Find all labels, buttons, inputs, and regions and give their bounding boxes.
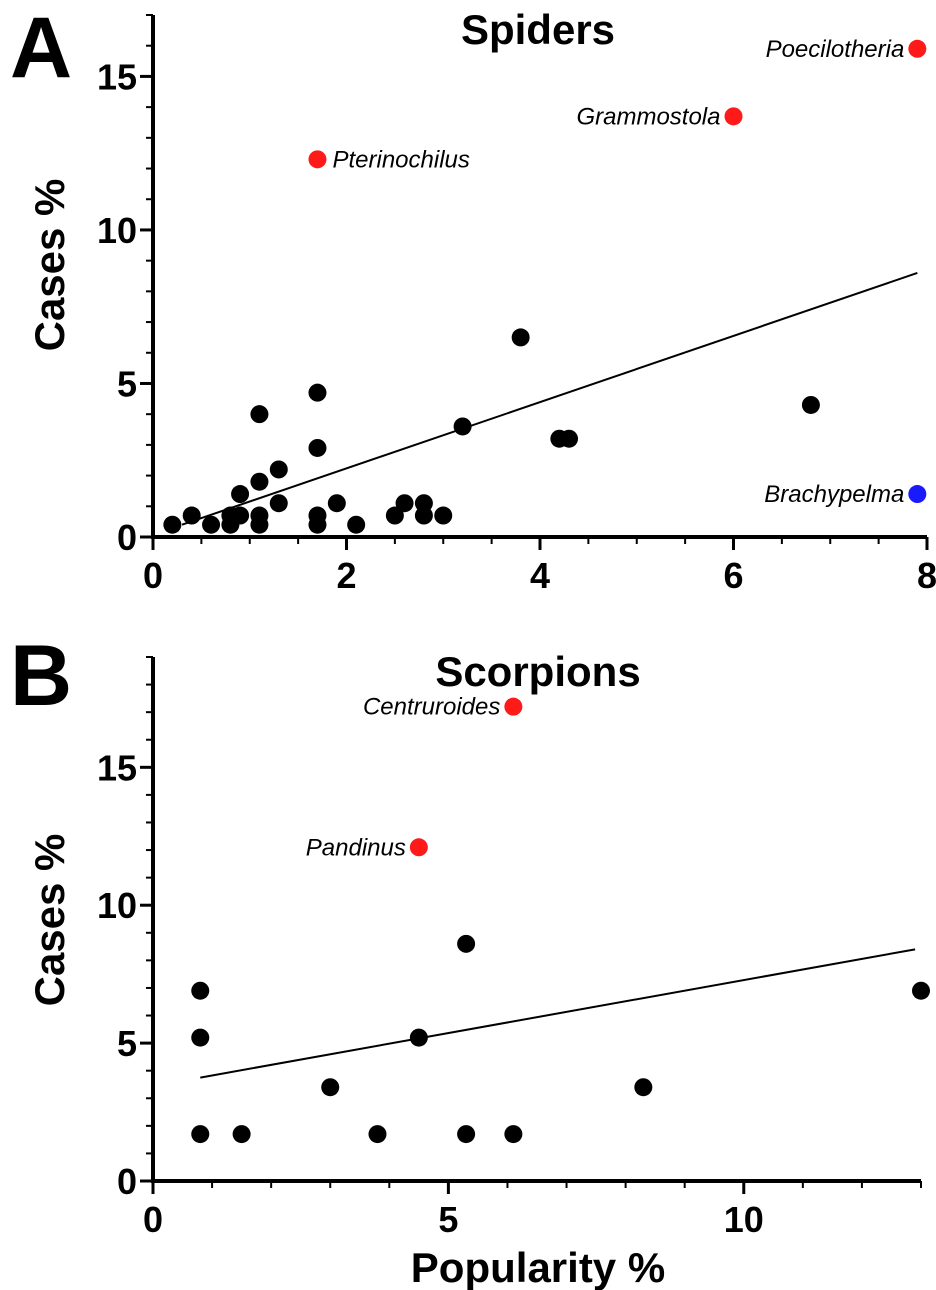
x-tick-label: 10 — [724, 1199, 764, 1240]
data-point — [414, 494, 433, 513]
highlight-label: Centruroides — [363, 694, 500, 721]
y-axis-label: Cases % — [26, 179, 73, 352]
data-point — [409, 1028, 428, 1047]
data-point — [634, 1078, 653, 1097]
data-point — [231, 506, 250, 525]
data-point — [395, 494, 414, 513]
highlight-point — [724, 107, 743, 126]
spiders-panel: A Spiders Cases % 0 2 4 6 8 0 5 10 15 Poecilother… — [10, 0, 936, 596]
data-point — [191, 1028, 210, 1047]
x-tick-label: 0 — [143, 1199, 163, 1240]
chart-title: Scorpions — [435, 648, 640, 695]
x-axis-label: Popularity % — [411, 1244, 665, 1290]
y-axis-label: Cases % — [26, 834, 73, 1007]
data-point — [163, 515, 182, 534]
x-tick-label: 6 — [723, 555, 743, 596]
data-point — [191, 981, 210, 1000]
data-point — [385, 506, 404, 525]
data-point — [191, 1125, 210, 1144]
spiders-plot-area: 0 2 4 6 8 0 5 10 15 Poecilotheria Grammostola Pteri… — [97, 14, 936, 596]
data-point — [434, 506, 453, 525]
data-point — [250, 405, 269, 424]
y-tick-label: 5 — [117, 1023, 137, 1064]
y-tick-label: 10 — [97, 210, 137, 251]
highlight-label: Pandinus — [306, 834, 406, 861]
data-point — [368, 1125, 387, 1144]
data-point — [269, 460, 288, 479]
y-tick-label: 15 — [97, 56, 137, 97]
data-point — [504, 1125, 523, 1144]
data-point — [182, 506, 201, 525]
highlight-label: Brachypelma — [764, 481, 904, 508]
x-tick-label: 8 — [917, 555, 936, 596]
chart-title: Spiders — [461, 6, 615, 53]
data-point — [453, 417, 472, 436]
y-tick-label: 15 — [97, 747, 137, 788]
data-point — [327, 494, 346, 513]
data-point — [202, 515, 221, 534]
panel-letter: B — [10, 628, 72, 724]
data-point — [347, 515, 366, 534]
data-point — [308, 438, 327, 457]
data-point — [457, 934, 476, 953]
data-point — [511, 328, 530, 347]
highlight-point — [908, 39, 927, 58]
scorpions-plot-area: 0 5 10 0 5 10 15 Centruroides Pandinus — [97, 656, 930, 1240]
regression-line — [200, 948, 916, 1079]
data-point — [560, 429, 579, 448]
y-tick-label: 5 — [117, 363, 137, 404]
data-point — [250, 506, 269, 525]
data-point — [308, 383, 327, 402]
x-tick-label: 2 — [336, 555, 356, 596]
regression-line — [181, 271, 918, 526]
highlight-point — [908, 485, 927, 504]
y-tick-label: 0 — [117, 1161, 137, 1202]
highlight-point — [409, 838, 428, 857]
scorpions-panel: B Scorpions Cases % Popularity % 0 5 10 0 5 1… — [10, 628, 930, 1290]
data-point — [912, 981, 930, 1000]
highlight-label: Poecilotheria — [766, 36, 905, 63]
y-tick-label: 10 — [97, 885, 137, 926]
data-point — [457, 1125, 476, 1144]
highlight-point — [504, 697, 523, 716]
data-point — [250, 472, 269, 491]
highlight-label: Grammostola — [576, 103, 720, 130]
data-point — [308, 506, 327, 525]
data-point — [801, 395, 820, 414]
panel-letter: A — [10, 0, 72, 96]
y-tick-label: 0 — [117, 517, 137, 558]
x-tick-label: 5 — [438, 1199, 458, 1240]
data-point — [269, 494, 288, 513]
data-point — [231, 485, 250, 504]
highlight-label: Pterinochilus — [332, 146, 469, 173]
x-tick-label: 4 — [530, 555, 550, 596]
data-point — [232, 1125, 251, 1144]
highlight-point — [308, 150, 327, 169]
x-tick-label: 0 — [143, 555, 163, 596]
data-point — [321, 1078, 340, 1097]
